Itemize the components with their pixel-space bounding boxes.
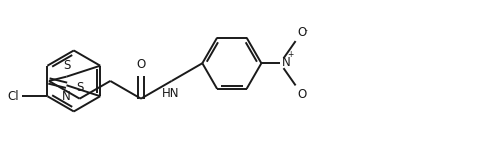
Text: -: - xyxy=(305,26,308,35)
Text: O: O xyxy=(136,58,146,71)
Text: HN: HN xyxy=(162,87,180,100)
Text: O: O xyxy=(297,26,307,39)
Text: +: + xyxy=(287,50,293,59)
Text: O: O xyxy=(297,88,307,101)
Text: N: N xyxy=(281,56,290,69)
Text: S: S xyxy=(76,81,83,94)
Text: N: N xyxy=(62,90,71,103)
Text: S: S xyxy=(63,59,70,72)
Text: Cl: Cl xyxy=(8,90,19,103)
